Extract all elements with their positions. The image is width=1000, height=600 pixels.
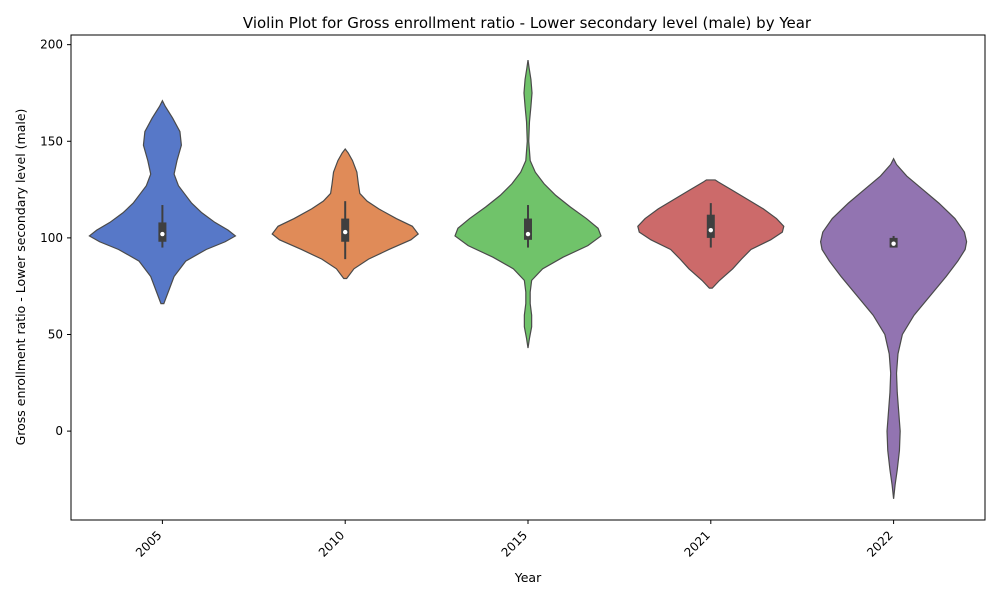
x-axis: 2005 2010 2015 2021 2022 xyxy=(133,520,896,560)
violin-2005 xyxy=(88,99,237,305)
violin-body-2005 xyxy=(88,99,237,305)
violin-2022 xyxy=(819,157,968,499)
y-tick-label-150: 150 xyxy=(40,134,63,148)
x-tick-label-2010: 2010 xyxy=(316,528,347,559)
median-2022 xyxy=(891,241,896,246)
iqr-box-2021 xyxy=(706,214,715,238)
x-axis-title: Year xyxy=(514,570,542,585)
chart-title: Violin Plot for Gross enrollment ratio -… xyxy=(243,14,812,32)
y-axis: 0 50 100 150 200 xyxy=(40,38,71,438)
x-tick-label-2021: 2021 xyxy=(681,528,712,559)
y-axis-title: Gross enrollment ratio - Lower secondary… xyxy=(13,109,28,446)
x-tick-label-2022: 2022 xyxy=(864,528,895,559)
violin-2021 xyxy=(637,179,785,289)
violin-2015 xyxy=(454,60,602,349)
violin-body-2015 xyxy=(454,60,602,349)
iqr-box-2015 xyxy=(524,218,532,240)
violin-2010 xyxy=(271,148,420,280)
median-2005 xyxy=(160,231,165,237)
y-tick-label-100: 100 xyxy=(40,231,63,245)
y-tick-label-200: 200 xyxy=(40,38,63,52)
plot-area xyxy=(88,60,968,499)
median-2021 xyxy=(708,227,713,233)
y-tick-label-50: 50 xyxy=(48,328,63,342)
violin-body-2022 xyxy=(819,157,968,499)
y-tick-label-0: 0 xyxy=(55,424,63,438)
median-2010 xyxy=(343,229,348,235)
x-tick-label-2005: 2005 xyxy=(133,528,164,559)
median-2015 xyxy=(525,231,531,237)
x-tick-label-2015: 2015 xyxy=(499,528,530,559)
